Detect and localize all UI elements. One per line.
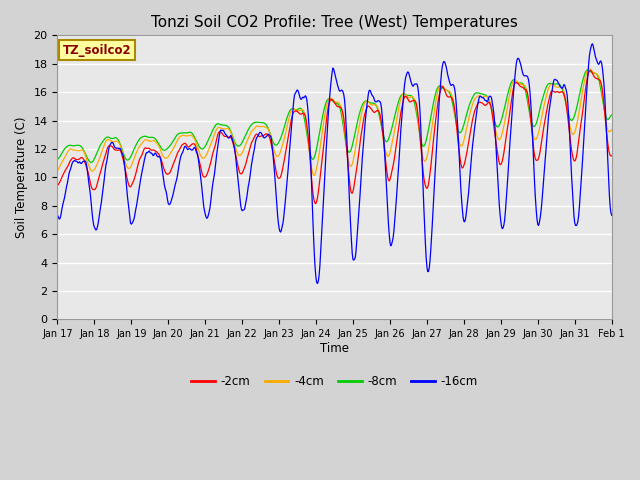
-16cm: [435, 98, 443, 104]
-16cm: [558, 85, 566, 91]
-2cm: [558, 89, 566, 95]
-2cm: [54, 183, 61, 189]
-2cm: [175, 147, 183, 153]
Legend: -2cm, -4cm, -8cm, -16cm: -2cm, -4cm, -8cm, -16cm: [186, 371, 483, 393]
-16cm: [199, 196, 207, 202]
-4cm: [310, 172, 317, 178]
Title: Tonzi Soil CO2 Profile: Tree (West) Temperatures: Tonzi Soil CO2 Profile: Tree (West) Temp…: [151, 15, 518, 30]
-8cm: [608, 112, 616, 118]
-16cm: [381, 149, 388, 155]
-16cm: [175, 162, 183, 168]
-4cm: [586, 66, 593, 72]
Line: -16cm: -16cm: [58, 44, 612, 283]
-16cm: [327, 83, 335, 88]
-8cm: [584, 67, 591, 73]
-16cm: [589, 41, 596, 47]
-4cm: [435, 84, 443, 90]
-8cm: [558, 84, 566, 90]
-8cm: [435, 83, 443, 89]
-2cm: [312, 201, 319, 206]
-2cm: [435, 93, 443, 98]
-4cm: [175, 135, 183, 141]
-2cm: [608, 153, 616, 159]
-4cm: [327, 95, 335, 101]
-16cm: [314, 280, 321, 286]
Y-axis label: Soil Temperature (C): Soil Temperature (C): [15, 117, 28, 238]
Line: -4cm: -4cm: [58, 69, 612, 175]
-16cm: [54, 212, 61, 218]
-4cm: [558, 84, 566, 90]
Line: -2cm: -2cm: [58, 71, 612, 204]
-4cm: [54, 168, 61, 173]
-2cm: [381, 148, 388, 154]
-2cm: [327, 97, 335, 103]
-8cm: [88, 159, 95, 165]
-8cm: [327, 96, 335, 102]
-16cm: [608, 213, 616, 218]
Line: -8cm: -8cm: [58, 70, 612, 162]
X-axis label: Time: Time: [320, 342, 349, 355]
-8cm: [200, 145, 207, 151]
-2cm: [586, 68, 594, 73]
-8cm: [381, 136, 388, 142]
-4cm: [381, 143, 388, 149]
-2cm: [199, 173, 207, 179]
Text: TZ_soilco2: TZ_soilco2: [63, 44, 132, 57]
-4cm: [608, 127, 616, 133]
-4cm: [199, 155, 207, 161]
-8cm: [54, 156, 61, 162]
-8cm: [176, 130, 184, 136]
